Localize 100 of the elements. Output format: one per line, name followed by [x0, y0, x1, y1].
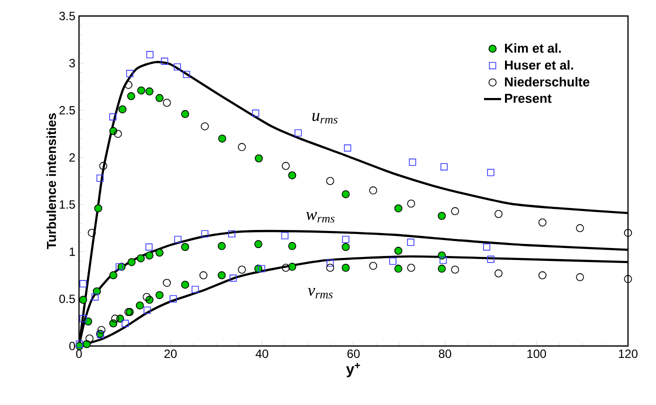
point — [127, 92, 136, 100]
point — [136, 301, 144, 310]
x-tick-label: 120 — [618, 350, 638, 358]
point — [137, 86, 146, 94]
point — [145, 251, 154, 260]
point — [483, 243, 490, 251]
point — [228, 230, 236, 238]
point — [126, 70, 134, 78]
y-tick-label: 0.5 — [59, 294, 75, 304]
y-tick-label: 1.5 — [60, 200, 75, 209]
point — [88, 228, 96, 237]
point — [192, 286, 199, 294]
point — [128, 258, 136, 266]
x-axis-title: y$^{+}$ — [346, 362, 360, 378]
point — [282, 162, 290, 170]
point — [238, 266, 246, 274]
point — [238, 143, 246, 152]
point — [440, 163, 448, 170]
point — [136, 254, 145, 262]
point — [142, 292, 151, 301]
point — [116, 263, 123, 270]
point — [181, 280, 190, 289]
point — [218, 134, 226, 143]
point — [218, 271, 226, 280]
y-tick-label: 3.5 — [59, 12, 75, 20]
point — [494, 269, 503, 278]
point — [199, 271, 208, 280]
point — [181, 110, 190, 118]
point — [407, 238, 414, 246]
point — [451, 207, 460, 216]
point — [97, 326, 106, 334]
point — [624, 275, 632, 284]
point — [156, 291, 164, 300]
point — [86, 334, 94, 342]
point — [282, 264, 290, 272]
point — [80, 280, 87, 288]
point — [118, 105, 126, 114]
point — [218, 242, 226, 250]
point — [342, 236, 350, 244]
point — [408, 158, 416, 166]
point — [122, 320, 129, 327]
point — [288, 171, 296, 180]
point — [174, 236, 182, 244]
point — [326, 177, 334, 185]
point — [326, 259, 334, 267]
point — [146, 51, 154, 58]
point — [288, 242, 296, 250]
point — [109, 113, 116, 120]
point — [344, 144, 352, 152]
point — [92, 287, 101, 296]
point — [624, 228, 632, 237]
point — [254, 240, 262, 248]
point — [538, 218, 546, 226]
point — [294, 129, 302, 137]
y-tick-label: 3 — [69, 58, 75, 68]
point — [174, 63, 181, 71]
point — [230, 274, 237, 282]
point — [342, 243, 350, 251]
y-tick-label: 2.5 — [59, 106, 75, 115]
annotation: w$_{rms}$ — [306, 212, 334, 223]
point — [538, 271, 546, 280]
point — [369, 186, 378, 194]
y-tick-label: 1 — [70, 248, 75, 256]
point — [394, 246, 402, 255]
point — [451, 266, 460, 274]
point — [342, 190, 350, 198]
point — [162, 278, 171, 287]
point — [487, 256, 494, 263]
point — [145, 243, 153, 251]
point — [96, 174, 104, 182]
point — [114, 130, 122, 138]
point — [576, 224, 584, 232]
point — [389, 258, 396, 265]
point — [182, 70, 190, 78]
legend-label: Niederschulte — [505, 77, 590, 87]
point — [82, 340, 91, 348]
point — [84, 317, 92, 326]
x-tick-label: 0 — [76, 350, 82, 358]
point — [326, 264, 334, 272]
y-tick-label: 0 — [69, 342, 76, 350]
point — [407, 200, 416, 208]
point — [99, 162, 108, 170]
legend-label: Kim et al. — [505, 43, 561, 53]
x-tick-label: 20 — [164, 350, 177, 358]
point — [160, 58, 168, 65]
legend-label: Present — [505, 94, 552, 103]
x-tick-label: 80 — [438, 350, 452, 358]
point — [181, 243, 190, 251]
point — [342, 264, 350, 272]
annotation: v$_{rms}$ — [308, 288, 333, 298]
point — [576, 273, 584, 282]
point — [407, 264, 416, 272]
point — [440, 256, 447, 264]
point — [79, 296, 88, 304]
point — [144, 306, 151, 314]
point — [170, 295, 177, 302]
x-tick-label: 40 — [256, 350, 268, 358]
point — [288, 262, 296, 271]
point — [369, 262, 378, 270]
point — [394, 264, 402, 273]
